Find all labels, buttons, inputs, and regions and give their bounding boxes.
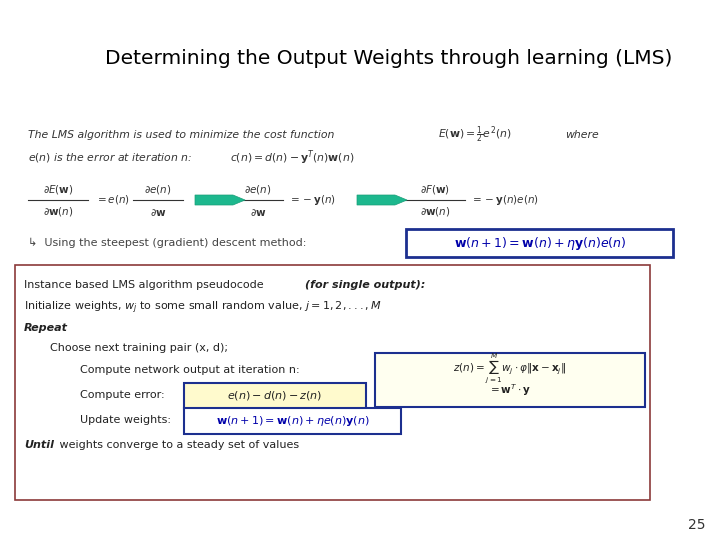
Text: $\partial\mathbf{w}(n)$: $\partial\mathbf{w}(n)$ bbox=[420, 206, 450, 219]
FancyBboxPatch shape bbox=[375, 353, 645, 407]
Text: weights converge to a steady set of values: weights converge to a steady set of valu… bbox=[56, 440, 299, 450]
Text: $\partial\mathbf{w}(n)$: $\partial\mathbf{w}(n)$ bbox=[42, 206, 73, 219]
Text: (for single output):: (for single output): bbox=[305, 280, 426, 290]
Text: $e(n)$ is the error at iteration $n$:: $e(n)$ is the error at iteration $n$: bbox=[28, 152, 193, 165]
Text: $= -\mathbf{y}(n)$: $= -\mathbf{y}(n)$ bbox=[288, 193, 336, 207]
FancyBboxPatch shape bbox=[15, 265, 650, 500]
Text: Repeat: Repeat bbox=[24, 323, 68, 333]
Text: $\partial e(n)$: $\partial e(n)$ bbox=[244, 184, 271, 197]
Text: $\partial\mathbf{w}$: $\partial\mathbf{w}$ bbox=[150, 206, 166, 218]
Text: where: where bbox=[565, 130, 599, 140]
Text: $\mathbf{w}(n+1)=\mathbf{w}(n)+\eta\mathbf{y}(n)e(n)$: $\mathbf{w}(n+1)=\mathbf{w}(n)+\eta\math… bbox=[454, 234, 626, 252]
Text: 25: 25 bbox=[688, 518, 706, 532]
FancyArrow shape bbox=[195, 195, 245, 205]
Text: Instance based LMS algorithm pseudocode: Instance based LMS algorithm pseudocode bbox=[24, 280, 267, 290]
Text: Initialize weights, $w_j$ to some small random value, $j=1,2,...,M$: Initialize weights, $w_j$ to some small … bbox=[24, 300, 382, 316]
Text: $\partial E(\mathbf{w})$: $\partial E(\mathbf{w})$ bbox=[42, 184, 73, 197]
Text: Update weights:: Update weights: bbox=[80, 415, 171, 425]
Text: $e(n)-d(n)-z(n)$: $e(n)-d(n)-z(n)$ bbox=[228, 389, 323, 402]
Text: $= e(n)$: $= e(n)$ bbox=[95, 193, 130, 206]
Text: $\partial\mathbf{w}$: $\partial\mathbf{w}$ bbox=[250, 206, 266, 218]
Text: $\mathbf{w}(n+1)=\mathbf{w}(n)+\eta e(n)\mathbf{y}(n)$: $\mathbf{w}(n+1)=\mathbf{w}(n)+\eta e(n)… bbox=[216, 414, 370, 428]
Text: $\partial F(\mathbf{w})$: $\partial F(\mathbf{w})$ bbox=[420, 184, 450, 197]
Text: Compute error:: Compute error: bbox=[80, 390, 165, 400]
Text: Determining the Output Weights through learning (LMS): Determining the Output Weights through l… bbox=[105, 49, 672, 68]
FancyBboxPatch shape bbox=[184, 408, 401, 434]
Text: $\partial e(n)$: $\partial e(n)$ bbox=[144, 184, 172, 197]
Text: $= -\mathbf{y}(n)e(n)$: $= -\mathbf{y}(n)e(n)$ bbox=[470, 193, 539, 207]
FancyBboxPatch shape bbox=[184, 383, 366, 409]
Text: Compute network output at iteration n:: Compute network output at iteration n: bbox=[80, 365, 300, 375]
Text: $=\mathbf{w}^T\cdot\mathbf{y}$: $=\mathbf{w}^T\cdot\mathbf{y}$ bbox=[488, 382, 531, 398]
Text: $E(\mathbf{w})=\frac{1}{2}e^2(n)$: $E(\mathbf{w})=\frac{1}{2}e^2(n)$ bbox=[438, 124, 512, 146]
Text: $z(n)=\sum_{j=1}^{M}w_j\cdot\varphi\|\mathbf{x}-\mathbf{x}_j\|$: $z(n)=\sum_{j=1}^{M}w_j\cdot\varphi\|\ma… bbox=[454, 351, 567, 385]
Text: Until: Until bbox=[24, 440, 54, 450]
FancyBboxPatch shape bbox=[406, 229, 673, 257]
Text: ↳  Using the steepest (gradient) descent method:: ↳ Using the steepest (gradient) descent … bbox=[28, 238, 307, 248]
Text: Choose next training pair (x, d);: Choose next training pair (x, d); bbox=[50, 343, 228, 353]
FancyArrow shape bbox=[357, 195, 407, 205]
Text: The LMS algorithm is used to minimize the cost function: The LMS algorithm is used to minimize th… bbox=[28, 130, 334, 140]
Text: $c(n)=d(n)-\mathbf{y}^T(n)\mathbf{w}(n)$: $c(n)=d(n)-\mathbf{y}^T(n)\mathbf{w}(n)$ bbox=[230, 148, 354, 167]
